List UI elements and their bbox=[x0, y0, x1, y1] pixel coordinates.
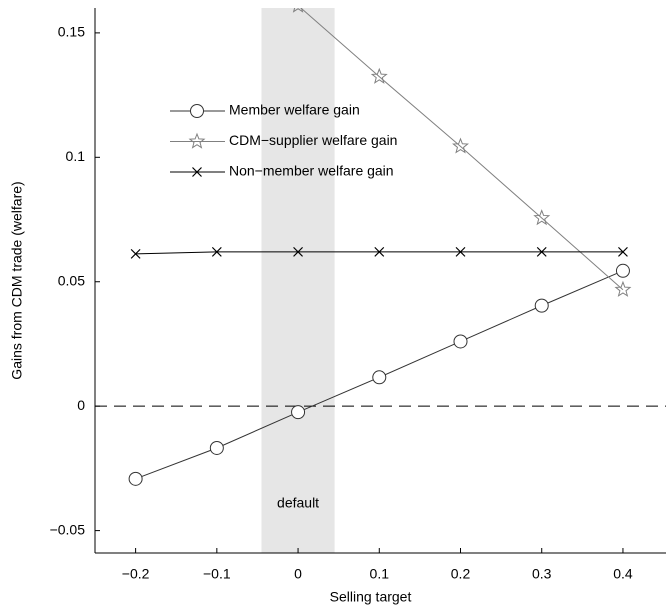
marker bbox=[128, 471, 143, 486]
marker bbox=[209, 440, 224, 455]
y-tick-label: 0 bbox=[77, 397, 85, 413]
marker bbox=[370, 67, 388, 84]
marker bbox=[453, 334, 468, 349]
y-tick-label: 0.1 bbox=[66, 148, 86, 164]
x-tick-label: 0.1 bbox=[370, 566, 390, 582]
marker bbox=[291, 405, 306, 420]
marker bbox=[293, 246, 303, 257]
marker bbox=[372, 370, 387, 385]
marker bbox=[455, 246, 466, 257]
marker bbox=[618, 246, 628, 257]
axes: default Member welfare gain CDM−supplier w… bbox=[9, 8, 666, 605]
marker bbox=[533, 209, 551, 226]
marker bbox=[615, 263, 630, 278]
shaded-region bbox=[261, 8, 335, 553]
marker bbox=[374, 246, 385, 257]
marker bbox=[536, 246, 547, 257]
legend-label: Member welfare gain bbox=[229, 102, 360, 118]
marker bbox=[211, 246, 222, 257]
marker bbox=[534, 298, 549, 313]
x-tick-label: −0.2 bbox=[122, 566, 150, 582]
marker bbox=[190, 104, 204, 118]
y-axis-label: Gains from CDM trade (welfare) bbox=[9, 181, 25, 379]
marker bbox=[188, 132, 206, 149]
plot-area bbox=[95, 8, 666, 553]
marker bbox=[614, 280, 632, 297]
x-tick-label: 0.4 bbox=[613, 566, 633, 582]
x-tick-label: −0.1 bbox=[203, 566, 231, 582]
x-axis-label: Selling target bbox=[330, 589, 412, 605]
x-tick-label: 0.3 bbox=[532, 566, 552, 582]
y-tick-label: −0.05 bbox=[50, 521, 86, 537]
legend-label: CDM−supplier welfare gain bbox=[229, 132, 397, 148]
x-tick-label: 0 bbox=[294, 566, 302, 582]
annotation: default bbox=[277, 495, 319, 511]
y-tick-label: 0.15 bbox=[58, 24, 85, 40]
marker bbox=[292, 8, 304, 13]
legend-label: Non−member welfare gain bbox=[229, 163, 394, 179]
marker bbox=[130, 248, 141, 259]
x-tick-label: 0.2 bbox=[451, 566, 471, 582]
series-line bbox=[300, 8, 624, 291]
marker bbox=[192, 167, 202, 177]
marker bbox=[452, 137, 469, 154]
y-tick-label: 0.05 bbox=[58, 272, 85, 288]
